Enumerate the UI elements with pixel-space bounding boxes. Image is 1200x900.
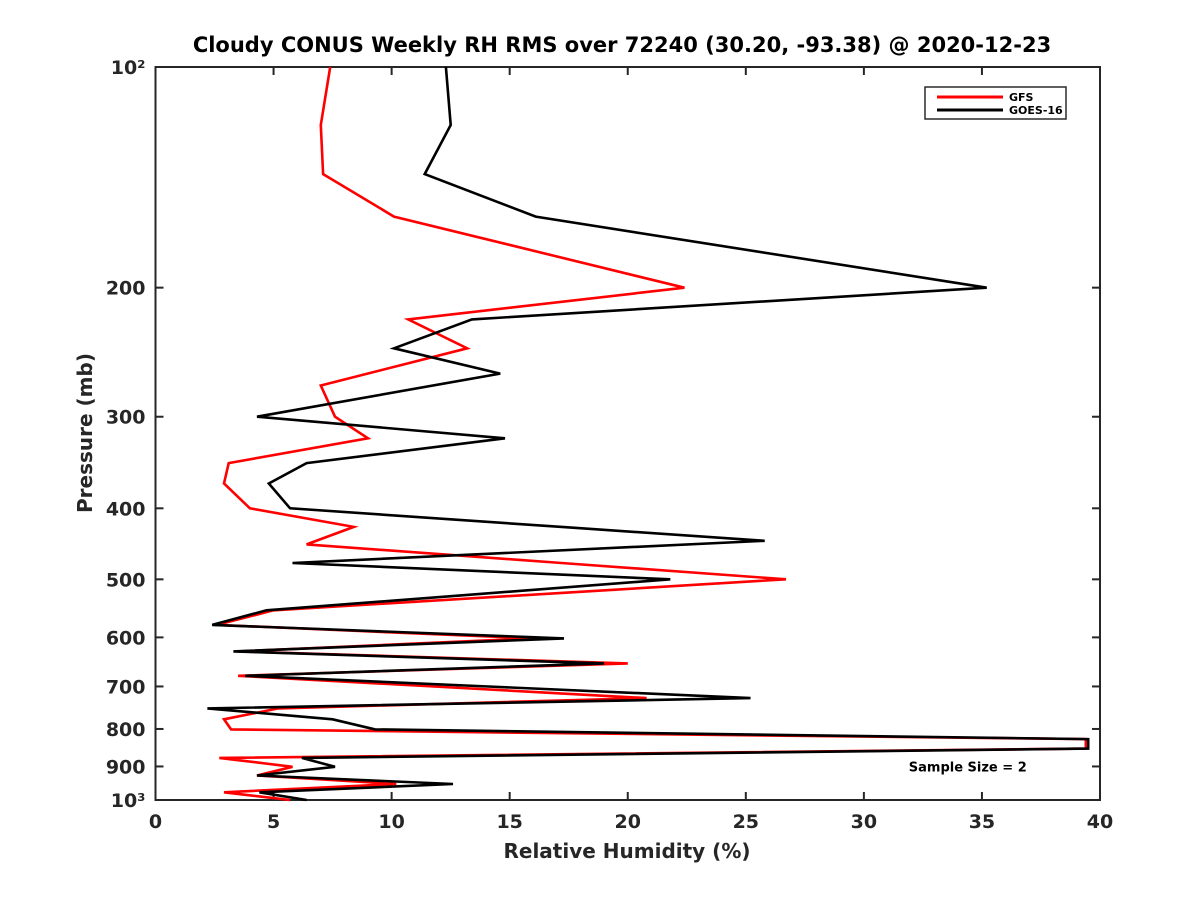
- x-tick-label: 15: [496, 811, 522, 833]
- x-tick-label: 20: [615, 811, 641, 833]
- x-tick-label: 10: [378, 811, 404, 833]
- legend-box: [924, 86, 1067, 120]
- y-tick-label: 500: [106, 569, 146, 591]
- goes16-line: [207, 66, 1090, 802]
- x-tick-label: 40: [1087, 811, 1113, 833]
- y-tick-label: 200: [106, 278, 146, 300]
- y-tick-label: 10³: [111, 790, 146, 812]
- y-tick-label: 400: [106, 498, 146, 520]
- legend-label-gfs: GFS: [1009, 91, 1034, 104]
- x-axis-label: Relative Humidity (%): [503, 839, 750, 863]
- y-tick-label: 800: [106, 719, 146, 741]
- y-tick-label: 700: [106, 676, 146, 698]
- x-tick-label: 5: [267, 811, 280, 833]
- plot-box: [154, 66, 1101, 801]
- y-tick-label: 10²: [111, 57, 146, 79]
- gfs-line: [216, 66, 1088, 802]
- y-axis-label: Pressure (mb): [73, 353, 97, 513]
- legend-label-goes16: GOES-16: [1009, 104, 1063, 117]
- legend[interactable]: GFS GOES-16: [924, 86, 1067, 120]
- x-tick-label: 30: [851, 811, 877, 833]
- y-tick-label: 600: [106, 627, 146, 649]
- y-tick-label: 300: [106, 407, 146, 429]
- plot-area: 0 5 10 15 20 25 30 35 40 10² 200 300 400 500 600 700 800…: [106, 57, 1113, 833]
- x-tick-label: 25: [733, 811, 759, 833]
- sample-size-annotation: Sample Size = 2: [909, 760, 1027, 775]
- x-tick-label: 0: [149, 811, 162, 833]
- x-tick-label: 35: [969, 811, 995, 833]
- chart-title: Cloudy CONUS Weekly RH RMS over 72240 (3…: [193, 33, 1051, 57]
- y-tick-label: 900: [106, 756, 146, 778]
